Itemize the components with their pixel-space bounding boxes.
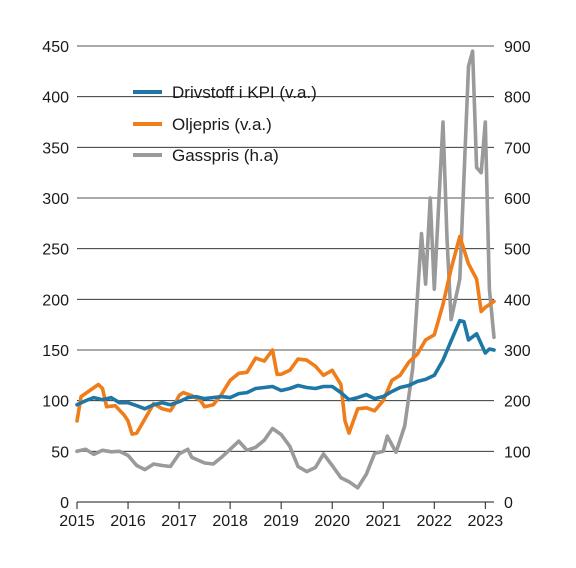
y-right-tick-label: 800 bbox=[504, 90, 531, 107]
x-tick-label: 2015 bbox=[59, 513, 95, 530]
y-left-tick-label: 400 bbox=[42, 90, 69, 107]
y-left-tick-label: 250 bbox=[42, 242, 69, 259]
y-right-tick-label: 900 bbox=[504, 39, 531, 56]
x-tick-label: 2018 bbox=[212, 513, 248, 530]
y-right-tick-label: 400 bbox=[504, 292, 531, 309]
y-right-tick-label: 200 bbox=[504, 394, 531, 411]
y-right-tick-label: 100 bbox=[504, 444, 531, 461]
x-tick-label: 2019 bbox=[263, 513, 299, 530]
legend-item-drivstoff: Drivstoff i KPI (v.a.) bbox=[133, 83, 317, 102]
y-right-tick-label: 0 bbox=[504, 495, 513, 512]
legend-item-gasspris: Gasspris (h.a) bbox=[133, 146, 279, 165]
x-tick-label: 2022 bbox=[416, 513, 452, 530]
x-tick-label: 2016 bbox=[110, 513, 146, 530]
series-line-drivstoff bbox=[75, 318, 496, 411]
x-tick-label: 2017 bbox=[161, 513, 197, 530]
y-left-tick-label: 0 bbox=[60, 495, 69, 512]
axes: 0 0 50 100 100 200 150 300 200 400 250 500 300 600 350… bbox=[42, 39, 531, 530]
y-right-tick-label: 700 bbox=[504, 140, 531, 157]
y-left-tick-label: 150 bbox=[42, 343, 69, 360]
gridlines bbox=[77, 45, 494, 452]
y-left-tick-label: 200 bbox=[42, 292, 69, 309]
series-line-gasspris bbox=[75, 49, 496, 490]
y-left-tick-label: 50 bbox=[51, 444, 69, 461]
x-tick-label: 2023 bbox=[468, 513, 504, 530]
series-line-oljepris bbox=[75, 234, 496, 436]
legend-label-gasspris: Gasspris (h.a) bbox=[172, 146, 279, 165]
series-lines bbox=[75, 49, 496, 490]
y-right-tick-label: 500 bbox=[504, 242, 531, 259]
x-tick-label: 2020 bbox=[314, 513, 350, 530]
legend-item-oljepris: Oljepris (v.a.) bbox=[133, 115, 272, 134]
x-tick-label: 2021 bbox=[365, 513, 401, 530]
y-right-tick-label: 300 bbox=[504, 343, 531, 360]
y-left-tick-label: 100 bbox=[42, 394, 69, 411]
legend-label-drivstoff: Drivstoff i KPI (v.a.) bbox=[172, 83, 317, 102]
y-left-tick-label: 350 bbox=[42, 140, 69, 157]
y-left-tick-label: 300 bbox=[42, 191, 69, 208]
legend: Drivstoff i KPI (v.a.) Oljepris (v.a.) G… bbox=[133, 83, 317, 165]
legend-label-oljepris: Oljepris (v.a.) bbox=[172, 115, 272, 134]
y-left-tick-label: 450 bbox=[42, 39, 69, 56]
y-right-tick-label: 600 bbox=[504, 191, 531, 208]
